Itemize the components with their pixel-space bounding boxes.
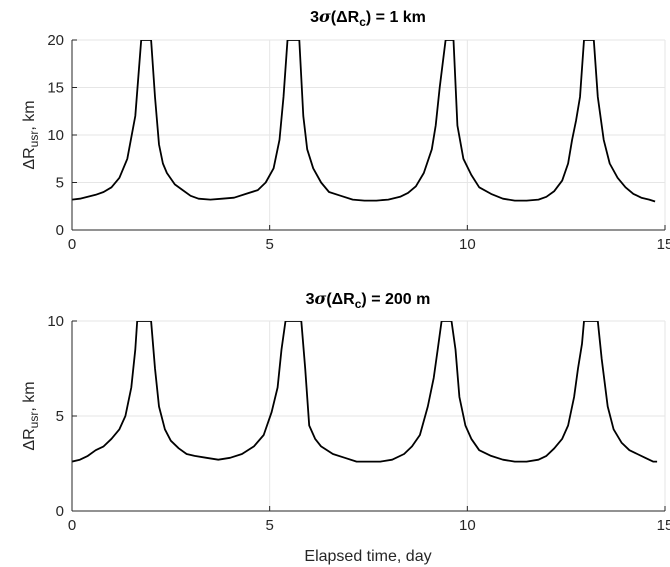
y-tick-label: 5 xyxy=(56,408,64,425)
bottom-panel: 3σ(ΔRc) = 200 m ΔRusr, km 0 5 10 15 0 5 10 xyxy=(21,289,670,534)
x-tick-label: 5 xyxy=(265,517,273,534)
y-tick-label: 0 xyxy=(56,503,64,520)
x-tick-label: 0 xyxy=(68,517,76,534)
x-tick-label: 10 xyxy=(459,236,476,253)
series-line xyxy=(72,40,656,203)
y-tick-label: 0 xyxy=(56,222,64,239)
y-tick-label: 20 xyxy=(47,32,64,49)
y-tick-label: 15 xyxy=(47,80,64,97)
y-tick-label: 5 xyxy=(56,175,64,192)
bottom-panel-title: 3σ(ΔRc) = 200 m xyxy=(306,289,431,311)
y-tick-label: 10 xyxy=(47,127,64,144)
x-tick-label: 15 xyxy=(657,236,670,253)
y-tick-label: 10 xyxy=(47,313,64,330)
top-panel: 3σ(ΔRc) = 1 km ΔRusr, km 0 5 10 15 0 5 10 15 20 xyxy=(21,7,670,253)
bottom-panel-ylabel: ΔRusr, km xyxy=(21,381,41,450)
x-tick-label: 0 xyxy=(68,236,76,253)
x-tick-label: 15 xyxy=(657,517,670,534)
x-tick-label: 5 xyxy=(265,236,273,253)
x-axis-label: Elapsed time, day xyxy=(304,548,431,565)
x-tick-label: 10 xyxy=(459,517,476,534)
series-line xyxy=(72,321,658,463)
top-panel-title: 3σ(ΔRc) = 1 km xyxy=(310,7,426,29)
top-panel-ylabel: ΔRusr, km xyxy=(21,100,41,169)
